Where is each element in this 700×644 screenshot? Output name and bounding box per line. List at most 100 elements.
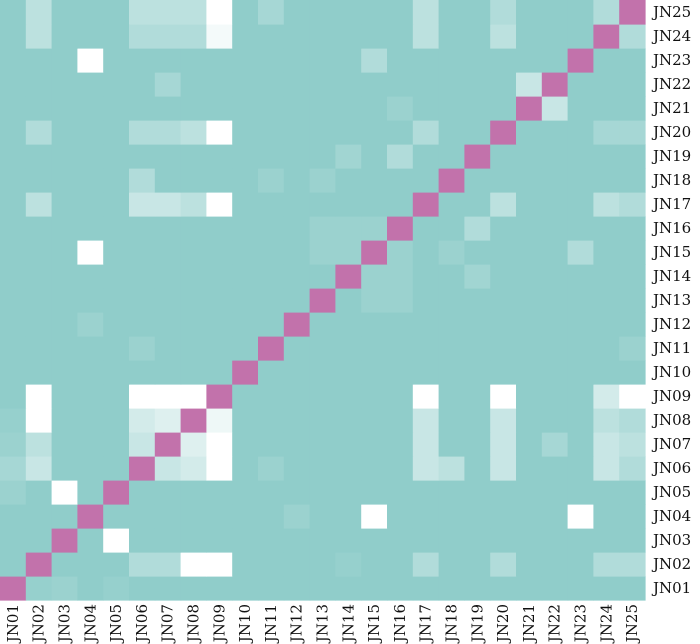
heatmap-cell-JN20-JN04 bbox=[490, 504, 517, 529]
heatmap-cell-JN19-JN14 bbox=[464, 264, 491, 289]
heatmap-cell-JN19-JN19 bbox=[464, 144, 491, 169]
heatmap-cell-JN20-JN12 bbox=[490, 312, 517, 337]
heatmap-cell-JN19-JN15 bbox=[464, 240, 491, 265]
heatmap-cell-JN02-JN03 bbox=[25, 528, 53, 553]
heatmap-cell-JN14-JN10 bbox=[335, 360, 362, 385]
heatmap-cell-JN13-JN09 bbox=[309, 384, 336, 409]
heatmap-cell-JN02-JN23 bbox=[25, 48, 53, 73]
heatmap-cell-JN10-JN10 bbox=[232, 360, 259, 385]
x-tick-label: JN22 bbox=[546, 604, 564, 644]
heatmap-cell-JN24-JN08 bbox=[593, 408, 620, 433]
heatmap-cell-JN24-JN11 bbox=[593, 336, 620, 361]
heatmap-cell-JN17-JN18 bbox=[412, 168, 440, 193]
heatmap-cell-JN09-JN24 bbox=[206, 24, 233, 49]
heatmap-cell-JN03-JN15 bbox=[51, 240, 78, 265]
heatmap-cell-JN09-JN25 bbox=[206, 0, 233, 25]
heatmap-cell-JN23-JN23 bbox=[567, 48, 594, 73]
heatmap-cell-JN23-JN15 bbox=[567, 240, 594, 265]
heatmap-cell-JN14-JN25 bbox=[335, 0, 362, 25]
heatmap-cell-JN16-JN23 bbox=[387, 48, 414, 73]
heatmap-cell-JN25-JN21 bbox=[619, 96, 646, 121]
heatmap-cell-JN07-JN23 bbox=[154, 48, 182, 73]
heatmap-cell-JN13-JN07 bbox=[309, 432, 336, 457]
heatmap-cell-JN06-JN09 bbox=[129, 384, 156, 409]
heatmap-cell-JN17-JN21 bbox=[412, 96, 440, 121]
heatmap-cell-JN14-JN11 bbox=[335, 336, 362, 361]
heatmap-cells bbox=[0, 0, 646, 601]
heatmap-cell-JN15-JN14 bbox=[361, 264, 388, 289]
heatmap-cell-JN09-JN12 bbox=[206, 312, 233, 337]
heatmap-cell-JN15-JN07 bbox=[361, 432, 388, 457]
heatmap-cell-JN05-JN08 bbox=[103, 408, 130, 433]
heatmap-cell-JN22-JN06 bbox=[541, 456, 569, 481]
heatmap-cell-JN02-JN10 bbox=[25, 360, 53, 385]
heatmap-cell-JN09-JN21 bbox=[206, 96, 233, 121]
heatmap-cell-JN03-JN04 bbox=[51, 504, 78, 529]
heatmap-cell-JN14-JN23 bbox=[335, 48, 362, 73]
heatmap-cell-JN06-JN13 bbox=[129, 288, 156, 313]
x-tick-label: JN11 bbox=[262, 604, 280, 644]
heatmap-cell-JN04-JN03 bbox=[77, 528, 104, 553]
x-tick-label: JN21 bbox=[520, 604, 538, 644]
heatmap-cell-JN12-JN03 bbox=[283, 528, 311, 553]
heatmap-cell-JN15-JN08 bbox=[361, 408, 388, 433]
heatmap-cell-JN02-JN21 bbox=[25, 96, 53, 121]
heatmap-cell-JN21-JN06 bbox=[516, 456, 543, 481]
heatmap-cell-JN10-JN05 bbox=[232, 480, 259, 505]
heatmap-cell-JN17-JN05 bbox=[412, 480, 440, 505]
heatmap-cell-JN18-JN02 bbox=[438, 552, 465, 577]
x-tick-label: JN06 bbox=[133, 604, 151, 644]
y-tick-label: JN22 bbox=[651, 75, 691, 93]
heatmap-cell-JN11-JN25 bbox=[258, 0, 285, 25]
heatmap-cell-JN05-JN10 bbox=[103, 360, 130, 385]
heatmap-cell-JN24-JN16 bbox=[593, 216, 620, 241]
heatmap-cell-JN07-JN18 bbox=[154, 168, 182, 193]
heatmap-cell-JN10-JN07 bbox=[232, 432, 259, 457]
heatmap-cell-JN11-JN11 bbox=[258, 336, 285, 361]
heatmap-cell-JN15-JN05 bbox=[361, 480, 388, 505]
heatmap-cell-JN13-JN21 bbox=[309, 96, 336, 121]
heatmap-cell-JN06-JN14 bbox=[129, 264, 156, 289]
heatmap-cell-JN17-JN14 bbox=[412, 264, 440, 289]
heatmap-cell-JN17-JN19 bbox=[412, 144, 440, 169]
heatmap-cell-JN11-JN03 bbox=[258, 528, 285, 553]
heatmap-cell-JN14-JN09 bbox=[335, 384, 362, 409]
heatmap-cell-JN03-JN23 bbox=[51, 48, 78, 73]
heatmap-cell-JN13-JN19 bbox=[309, 144, 336, 169]
heatmap-cell-JN12-JN01 bbox=[283, 576, 311, 601]
heatmap-cell-JN13-JN14 bbox=[309, 264, 336, 289]
heatmap-cell-JN20-JN17 bbox=[490, 192, 517, 217]
heatmap-cell-JN16-JN08 bbox=[387, 408, 414, 433]
heatmap-cell-JN24-JN25 bbox=[593, 0, 620, 25]
heatmap-cell-JN24-JN03 bbox=[593, 528, 620, 553]
heatmap-cell-JN05-JN17 bbox=[103, 192, 130, 217]
heatmap-cell-JN18-JN09 bbox=[438, 384, 465, 409]
heatmap-cell-JN07-JN22 bbox=[154, 72, 182, 97]
heatmap-cell-JN22-JN10 bbox=[541, 360, 569, 385]
y-tick-label: JN01 bbox=[651, 579, 691, 597]
heatmap-cell-JN07-JN11 bbox=[154, 336, 182, 361]
heatmap-cell-JN14-JN03 bbox=[335, 528, 362, 553]
heatmap-cell-JN11-JN17 bbox=[258, 192, 285, 217]
heatmap-cell-JN15-JN18 bbox=[361, 168, 388, 193]
heatmap-cell-JN20-JN22 bbox=[490, 72, 517, 97]
heatmap-cell-JN10-JN16 bbox=[232, 216, 259, 241]
heatmap-cell-JN08-JN03 bbox=[180, 528, 207, 553]
heatmap-cell-JN02-JN18 bbox=[25, 168, 53, 193]
heatmap-cell-JN01-JN10 bbox=[0, 360, 27, 385]
heatmap-cell-JN23-JN02 bbox=[567, 552, 594, 577]
x-tick-label: JN25 bbox=[623, 604, 641, 644]
heatmap-cell-JN23-JN17 bbox=[567, 192, 594, 217]
heatmap-cell-JN04-JN07 bbox=[77, 432, 104, 457]
heatmap-cell-JN16-JN03 bbox=[387, 528, 414, 553]
heatmap-cell-JN15-JN15 bbox=[361, 240, 388, 265]
heatmap-cell-JN10-JN24 bbox=[232, 24, 259, 49]
heatmap-cell-JN07-JN13 bbox=[154, 288, 182, 313]
heatmap-cell-JN06-JN18 bbox=[129, 168, 156, 193]
heatmap-cell-JN21-JN20 bbox=[516, 120, 543, 145]
heatmap-cell-JN13-JN01 bbox=[309, 576, 336, 601]
heatmap-cell-JN19-JN25 bbox=[464, 0, 491, 25]
heatmap-cell-JN04-JN16 bbox=[77, 216, 104, 241]
heatmap-cell-JN12-JN20 bbox=[283, 120, 311, 145]
heatmap-cell-JN25-JN10 bbox=[619, 360, 646, 385]
